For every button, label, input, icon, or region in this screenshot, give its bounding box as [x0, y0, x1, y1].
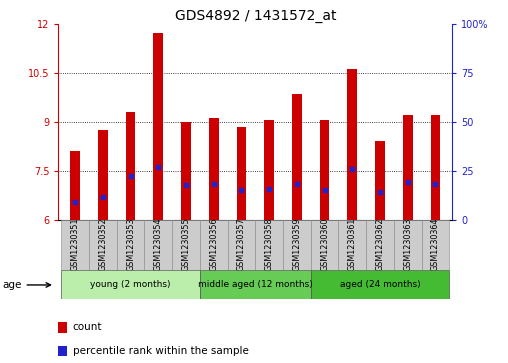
Bar	[228, 220, 256, 270]
Text: age: age	[3, 280, 22, 290]
Bar	[89, 220, 117, 270]
Text: percentile rank within the sample: percentile rank within the sample	[73, 346, 248, 356]
Text: GSM1230358: GSM1230358	[265, 217, 274, 271]
Text: middle aged (12 months): middle aged (12 months)	[198, 281, 312, 289]
Bar	[209, 118, 218, 220]
Bar	[70, 151, 80, 220]
Text: GSM1230364: GSM1230364	[431, 217, 440, 271]
Bar	[375, 141, 385, 220]
Bar	[403, 115, 412, 220]
Bar	[200, 270, 311, 299]
Text: GSM1230353: GSM1230353	[126, 217, 135, 271]
Bar	[61, 270, 200, 299]
Text: GSM1230361: GSM1230361	[348, 217, 357, 271]
Bar	[61, 220, 89, 270]
Bar	[200, 220, 228, 270]
Text: young (2 months): young (2 months)	[90, 281, 171, 289]
Bar	[125, 112, 135, 220]
Bar	[144, 220, 172, 270]
Bar	[264, 120, 274, 220]
Bar	[256, 220, 283, 270]
Text: GSM1230362: GSM1230362	[375, 217, 385, 271]
Text: GSM1230359: GSM1230359	[293, 217, 301, 271]
Text: GSM1230351: GSM1230351	[71, 217, 80, 271]
Text: GSM1230363: GSM1230363	[403, 217, 412, 271]
Bar	[431, 115, 440, 220]
Bar	[153, 33, 163, 220]
Bar	[311, 270, 450, 299]
Bar	[320, 120, 329, 220]
Bar	[292, 94, 302, 220]
Title: GDS4892 / 1431572_at: GDS4892 / 1431572_at	[175, 9, 336, 23]
Bar	[283, 220, 311, 270]
Bar	[98, 130, 108, 220]
Bar	[117, 220, 144, 270]
Text: count: count	[73, 322, 102, 333]
Text: GSM1230355: GSM1230355	[181, 217, 190, 271]
Bar	[422, 220, 450, 270]
Bar	[311, 220, 338, 270]
Bar	[181, 122, 191, 220]
Bar	[338, 220, 366, 270]
Text: GSM1230357: GSM1230357	[237, 217, 246, 271]
Bar	[237, 126, 246, 220]
Text: GSM1230354: GSM1230354	[154, 217, 163, 271]
Text: GSM1230356: GSM1230356	[209, 217, 218, 271]
Text: GSM1230352: GSM1230352	[98, 217, 107, 271]
Text: GSM1230360: GSM1230360	[320, 217, 329, 271]
Bar	[347, 69, 357, 220]
Bar	[172, 220, 200, 270]
Bar	[366, 220, 394, 270]
Bar	[394, 220, 422, 270]
Text: aged (24 months): aged (24 months)	[340, 281, 420, 289]
